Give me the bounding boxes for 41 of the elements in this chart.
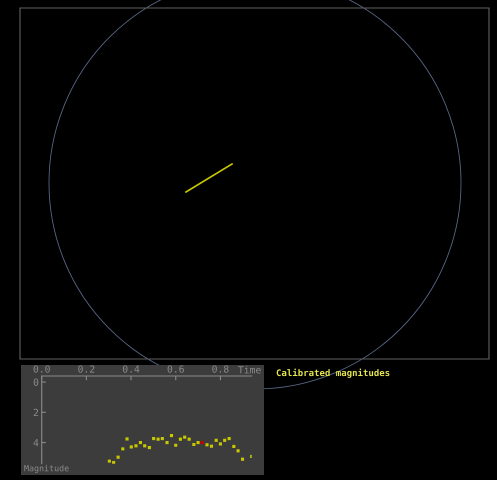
x-tick-label: 0.8 (212, 365, 229, 373)
point (214, 438, 218, 442)
point (223, 438, 226, 442)
point (165, 440, 169, 444)
point (121, 447, 124, 450)
x-tick-label: 0.6 (168, 365, 184, 373)
point (200, 440, 204, 444)
point (108, 460, 111, 463)
point (228, 437, 231, 440)
point (196, 440, 200, 444)
x-axis-title: Time (238, 366, 261, 374)
point (232, 444, 236, 448)
point (170, 434, 174, 438)
point (148, 446, 151, 450)
y-axis-title: Magnitude (24, 464, 69, 473)
text: Calibrated magnitudes (276, 368, 390, 378)
point (152, 437, 156, 440)
point (156, 438, 160, 441)
y-tick-label: 2 (34, 408, 38, 416)
point (188, 438, 191, 441)
point (183, 436, 186, 439)
y-tick-label: 4 (34, 439, 38, 446)
point (210, 444, 214, 448)
point (178, 438, 182, 441)
x-tick-label: 0.2 (78, 365, 94, 373)
point (130, 445, 133, 448)
point (138, 440, 142, 444)
point (236, 449, 240, 452)
point (134, 444, 138, 448)
point (240, 458, 244, 461)
point (160, 437, 164, 440)
point (218, 442, 222, 446)
point (174, 444, 178, 447)
point (143, 444, 146, 448)
point (116, 456, 120, 459)
point (125, 437, 129, 440)
x-tick-label: 0.4 (122, 365, 140, 373)
point (205, 443, 209, 446)
point (192, 442, 196, 446)
x-tick-label: 0.0 (34, 365, 50, 373)
y-tick-label: 0 (34, 378, 38, 386)
